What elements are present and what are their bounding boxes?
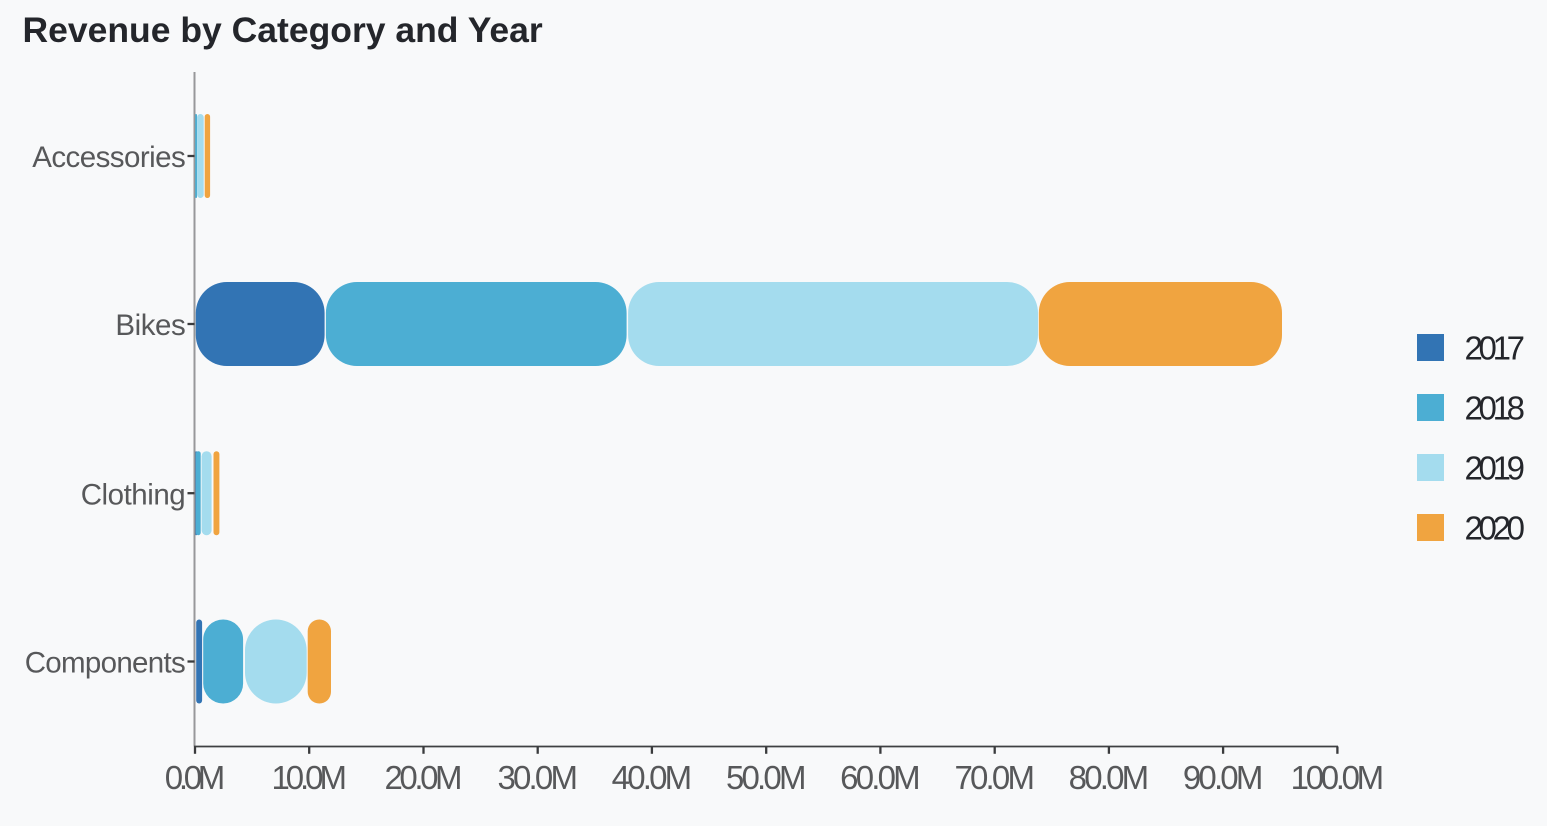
svg-text:70.0M: 70.0M	[954, 759, 1034, 796]
svg-text:Revenue by Category and Year: Revenue by Category and Year	[23, 10, 543, 50]
svg-text:10.0M: 10.0M	[271, 759, 347, 796]
svg-text:40.0M: 40.0M	[612, 759, 693, 796]
svg-text:60.0M: 60.0M	[840, 759, 921, 796]
svg-text:50.0M: 50.0M	[726, 759, 807, 796]
svg-text:0.0M: 0.0M	[165, 759, 226, 796]
svg-text:Bikes: Bikes	[115, 309, 185, 342]
svg-text:Clothing: Clothing	[81, 478, 186, 511]
svg-text:80.0M: 80.0M	[1069, 759, 1150, 796]
svg-text:Accessories: Accessories	[32, 141, 186, 174]
svg-text:100.0M: 100.0M	[1291, 759, 1385, 796]
svg-text:90.0M: 90.0M	[1183, 759, 1264, 796]
svg-text:2019: 2019	[1465, 450, 1526, 487]
svg-text:2020: 2020	[1465, 510, 1526, 547]
svg-text:30.0M: 30.0M	[497, 759, 578, 796]
svg-text:2018: 2018	[1465, 390, 1526, 427]
svg-text:Components: Components	[25, 647, 186, 680]
svg-text:20.0M: 20.0M	[385, 759, 463, 796]
svg-text:2017: 2017	[1465, 330, 1526, 367]
